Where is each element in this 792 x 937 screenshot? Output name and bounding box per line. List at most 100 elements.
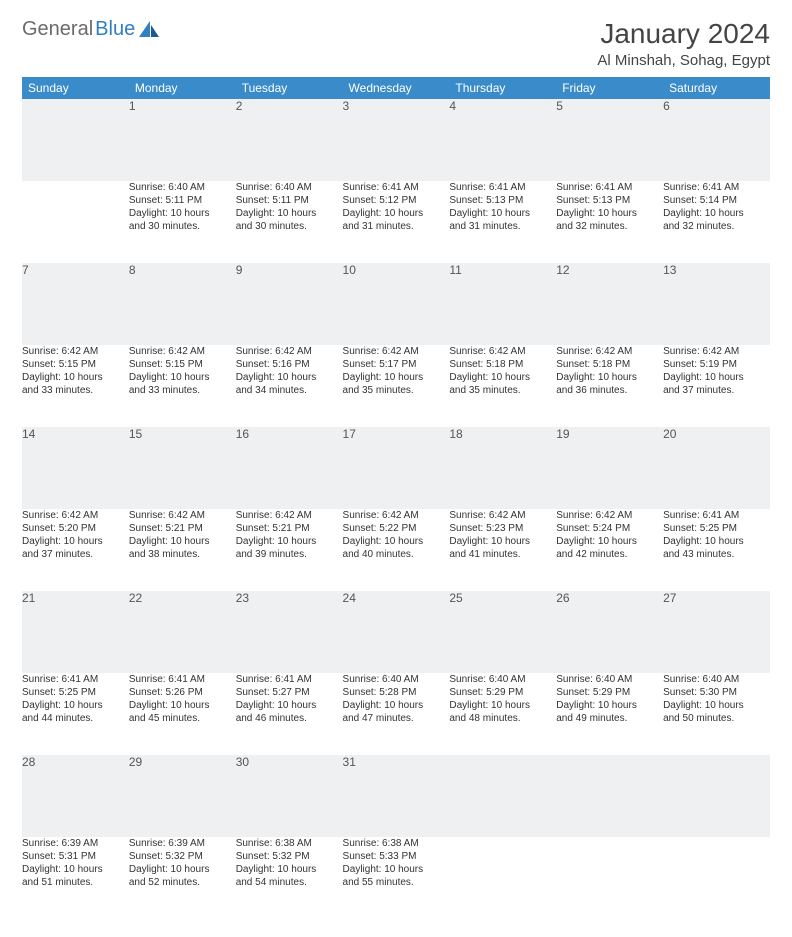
- day-cell: Sunrise: 6:40 AMSunset: 5:29 PMDaylight:…: [449, 673, 556, 755]
- day1-line: Daylight: 10 hours: [22, 699, 129, 712]
- day-cell-text: Sunrise: 6:42 AMSunset: 5:18 PMDaylight:…: [449, 345, 556, 397]
- sunset-line: Sunset: 5:18 PM: [556, 358, 663, 371]
- day1-line: Daylight: 10 hours: [129, 699, 236, 712]
- day1-line: Daylight: 10 hours: [449, 371, 556, 384]
- day-cell-text: Sunrise: 6:41 AMSunset: 5:27 PMDaylight:…: [236, 673, 343, 725]
- day-cell-text: Sunrise: 6:41 AMSunset: 5:12 PMDaylight:…: [343, 181, 450, 233]
- logo-text-1: General: [22, 18, 93, 41]
- day-cell-text: Sunrise: 6:40 AMSunset: 5:29 PMDaylight:…: [449, 673, 556, 725]
- day-number-cell: [556, 755, 663, 837]
- day2-line: and 42 minutes.: [556, 548, 663, 561]
- day-number-cell: 2: [236, 99, 343, 181]
- sunset-line: Sunset: 5:31 PM: [22, 850, 129, 863]
- day-cell: Sunrise: 6:40 AMSunset: 5:28 PMDaylight:…: [343, 673, 450, 755]
- day-cell: Sunrise: 6:39 AMSunset: 5:31 PMDaylight:…: [22, 837, 129, 919]
- day2-line: and 50 minutes.: [663, 712, 770, 725]
- day-cell: Sunrise: 6:41 AMSunset: 5:25 PMDaylight:…: [663, 509, 770, 591]
- day-number-cell: 6: [663, 99, 770, 181]
- day1-line: Daylight: 10 hours: [22, 535, 129, 548]
- day1-line: Daylight: 10 hours: [236, 535, 343, 548]
- daynum-row: 123456: [22, 99, 770, 181]
- sunrise-line: Sunrise: 6:42 AM: [129, 345, 236, 358]
- day2-line: and 33 minutes.: [129, 384, 236, 397]
- day2-line: and 47 minutes.: [343, 712, 450, 725]
- day2-line: and 52 minutes.: [129, 876, 236, 889]
- day-cell: Sunrise: 6:42 AMSunset: 5:23 PMDaylight:…: [449, 509, 556, 591]
- day-cell: Sunrise: 6:42 AMSunset: 5:15 PMDaylight:…: [22, 345, 129, 427]
- day2-line: and 45 minutes.: [129, 712, 236, 725]
- day1-line: Daylight: 10 hours: [556, 699, 663, 712]
- day-number-cell: 18: [449, 427, 556, 509]
- day2-line: and 34 minutes.: [236, 384, 343, 397]
- day-number-cell: 12: [556, 263, 663, 345]
- day-cell: [663, 837, 770, 919]
- sunset-line: Sunset: 5:20 PM: [22, 522, 129, 535]
- day2-line: and 30 minutes.: [236, 220, 343, 233]
- day-cell-text: Sunrise: 6:38 AMSunset: 5:32 PMDaylight:…: [236, 837, 343, 889]
- day1-line: Daylight: 10 hours: [22, 371, 129, 384]
- day2-line: and 40 minutes.: [343, 548, 450, 561]
- sunset-line: Sunset: 5:13 PM: [449, 194, 556, 207]
- day1-line: Daylight: 10 hours: [236, 699, 343, 712]
- weekday-header: Thursday: [449, 77, 556, 99]
- sunset-line: Sunset: 5:25 PM: [22, 686, 129, 699]
- sunset-line: Sunset: 5:21 PM: [129, 522, 236, 535]
- sunrise-line: Sunrise: 6:40 AM: [129, 181, 236, 194]
- day1-line: Daylight: 10 hours: [449, 207, 556, 220]
- content-row: Sunrise: 6:40 AMSunset: 5:11 PMDaylight:…: [22, 181, 770, 263]
- sunrise-line: Sunrise: 6:42 AM: [556, 345, 663, 358]
- day-cell: Sunrise: 6:38 AMSunset: 5:32 PMDaylight:…: [236, 837, 343, 919]
- weekday-header: Monday: [129, 77, 236, 99]
- location-text: Al Minshah, Sohag, Egypt: [597, 52, 770, 69]
- daynum-row: 21222324252627: [22, 591, 770, 673]
- day-cell: Sunrise: 6:38 AMSunset: 5:33 PMDaylight:…: [343, 837, 450, 919]
- day-cell-text: Sunrise: 6:41 AMSunset: 5:13 PMDaylight:…: [556, 181, 663, 233]
- day2-line: and 41 minutes.: [449, 548, 556, 561]
- day-cell: Sunrise: 6:41 AMSunset: 5:27 PMDaylight:…: [236, 673, 343, 755]
- day-cell-text: Sunrise: 6:42 AMSunset: 5:18 PMDaylight:…: [556, 345, 663, 397]
- sunrise-line: Sunrise: 6:42 AM: [556, 509, 663, 522]
- sunset-line: Sunset: 5:30 PM: [663, 686, 770, 699]
- day-number-cell: 23: [236, 591, 343, 673]
- day-number-cell: 16: [236, 427, 343, 509]
- sunset-line: Sunset: 5:23 PM: [449, 522, 556, 535]
- day-number-cell: 1: [129, 99, 236, 181]
- day-number-cell: 14: [22, 427, 129, 509]
- day1-line: Daylight: 10 hours: [236, 863, 343, 876]
- day-cell-text: Sunrise: 6:42 AMSunset: 5:19 PMDaylight:…: [663, 345, 770, 397]
- day1-line: Daylight: 10 hours: [343, 863, 450, 876]
- logo-sail-icon: [139, 21, 161, 39]
- day-number-cell: 29: [129, 755, 236, 837]
- day2-line: and 35 minutes.: [449, 384, 556, 397]
- weekday-header: Wednesday: [343, 77, 450, 99]
- day2-line: and 32 minutes.: [663, 220, 770, 233]
- day-number-cell: 30: [236, 755, 343, 837]
- sunset-line: Sunset: 5:32 PM: [236, 850, 343, 863]
- day1-line: Daylight: 10 hours: [556, 371, 663, 384]
- day-cell: Sunrise: 6:42 AMSunset: 5:18 PMDaylight:…: [556, 345, 663, 427]
- day-cell: Sunrise: 6:42 AMSunset: 5:21 PMDaylight:…: [236, 509, 343, 591]
- day-cell: Sunrise: 6:41 AMSunset: 5:14 PMDaylight:…: [663, 181, 770, 263]
- sunrise-line: Sunrise: 6:41 AM: [22, 673, 129, 686]
- sunrise-line: Sunrise: 6:41 AM: [129, 673, 236, 686]
- sunset-line: Sunset: 5:14 PM: [663, 194, 770, 207]
- day2-line: and 35 minutes.: [343, 384, 450, 397]
- sunset-line: Sunset: 5:13 PM: [556, 194, 663, 207]
- content-row: Sunrise: 6:39 AMSunset: 5:31 PMDaylight:…: [22, 837, 770, 919]
- day-cell-text: Sunrise: 6:41 AMSunset: 5:26 PMDaylight:…: [129, 673, 236, 725]
- day-cell-text: Sunrise: 6:42 AMSunset: 5:20 PMDaylight:…: [22, 509, 129, 561]
- day1-line: Daylight: 10 hours: [22, 863, 129, 876]
- weekday-header: Saturday: [663, 77, 770, 99]
- day1-line: Daylight: 10 hours: [236, 371, 343, 384]
- sunrise-line: Sunrise: 6:40 AM: [236, 181, 343, 194]
- sunrise-line: Sunrise: 6:39 AM: [22, 837, 129, 850]
- day-number-cell: 31: [343, 755, 450, 837]
- daynum-row: 14151617181920: [22, 427, 770, 509]
- sunset-line: Sunset: 5:12 PM: [343, 194, 450, 207]
- sunset-line: Sunset: 5:28 PM: [343, 686, 450, 699]
- sunset-line: Sunset: 5:16 PM: [236, 358, 343, 371]
- sunrise-line: Sunrise: 6:42 AM: [22, 345, 129, 358]
- day-number-cell: 10: [343, 263, 450, 345]
- day-cell-text: Sunrise: 6:42 AMSunset: 5:24 PMDaylight:…: [556, 509, 663, 561]
- day-cell: Sunrise: 6:41 AMSunset: 5:25 PMDaylight:…: [22, 673, 129, 755]
